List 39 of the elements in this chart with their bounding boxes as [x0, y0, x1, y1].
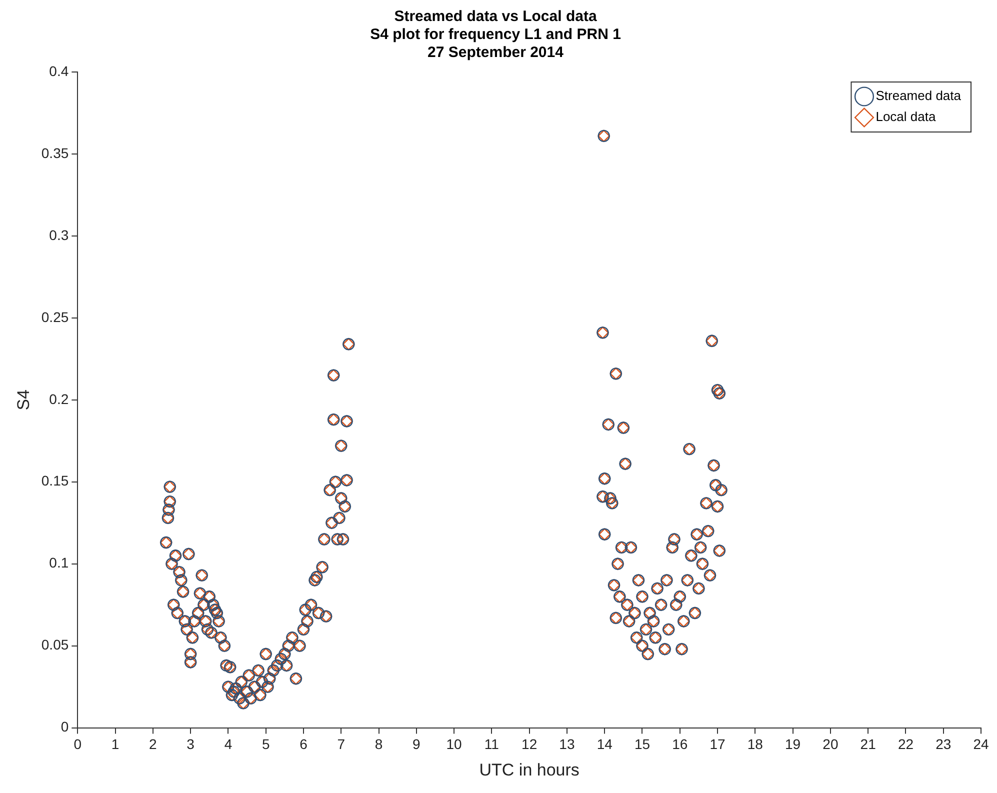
chart-title: Streamed data vs Local data S4 plot for frequency L1 and PRN 1 27 September 2014: [370, 8, 621, 62]
x-tick-label: 14: [596, 736, 613, 752]
y-tick-label: 0.25: [41, 308, 69, 325]
legend-label: Local data: [876, 109, 936, 124]
x-tick-label: 23: [936, 736, 952, 752]
y-tick-label: 0.35: [41, 144, 69, 161]
x-tick-label: 5: [262, 736, 270, 752]
x-tick-label: 13: [559, 736, 575, 752]
x-tick-label: 3: [186, 736, 195, 752]
x-tick-label: 8: [374, 736, 383, 752]
y-axis-title: S4: [14, 390, 33, 410]
x-tick-label: 16: [672, 736, 688, 752]
y-tick-label: 0.15: [41, 472, 69, 489]
x-tick-label: 20: [822, 736, 838, 752]
x-tick-label: 22: [898, 736, 914, 752]
x-tick-label: 19: [785, 736, 801, 752]
y-tick-label: 0.3: [49, 226, 69, 243]
x-tick-label: 0: [74, 736, 82, 752]
x-tick-label: 12: [522, 736, 538, 752]
x-axis-title: UTC in hours: [479, 760, 580, 780]
y-tick-label: 0.1: [49, 554, 69, 571]
x-tick-label: 11: [484, 736, 500, 752]
y-tick-label: 0: [60, 718, 69, 735]
y-tick-label: 0.2: [49, 390, 69, 407]
x-tick-label: 18: [747, 736, 764, 752]
y-tick-label: 0.05: [41, 636, 69, 653]
x-tick-label: 4: [224, 736, 232, 752]
legend-label: Streamed data: [876, 88, 962, 104]
x-tick-label: 2: [149, 736, 158, 752]
x-tick-label: 10: [446, 736, 462, 752]
x-tick-label: 7: [337, 736, 346, 752]
x-tick-label: 24: [973, 736, 989, 752]
x-tick-label: 6: [300, 736, 308, 752]
x-tick-label: 17: [710, 736, 726, 752]
y-tick-label: 0.4: [49, 62, 69, 79]
x-tick-label: 9: [412, 736, 421, 752]
x-tick-label: 15: [634, 736, 650, 752]
x-tick-label: 21: [860, 736, 876, 752]
x-tick-label: 1: [111, 736, 120, 752]
